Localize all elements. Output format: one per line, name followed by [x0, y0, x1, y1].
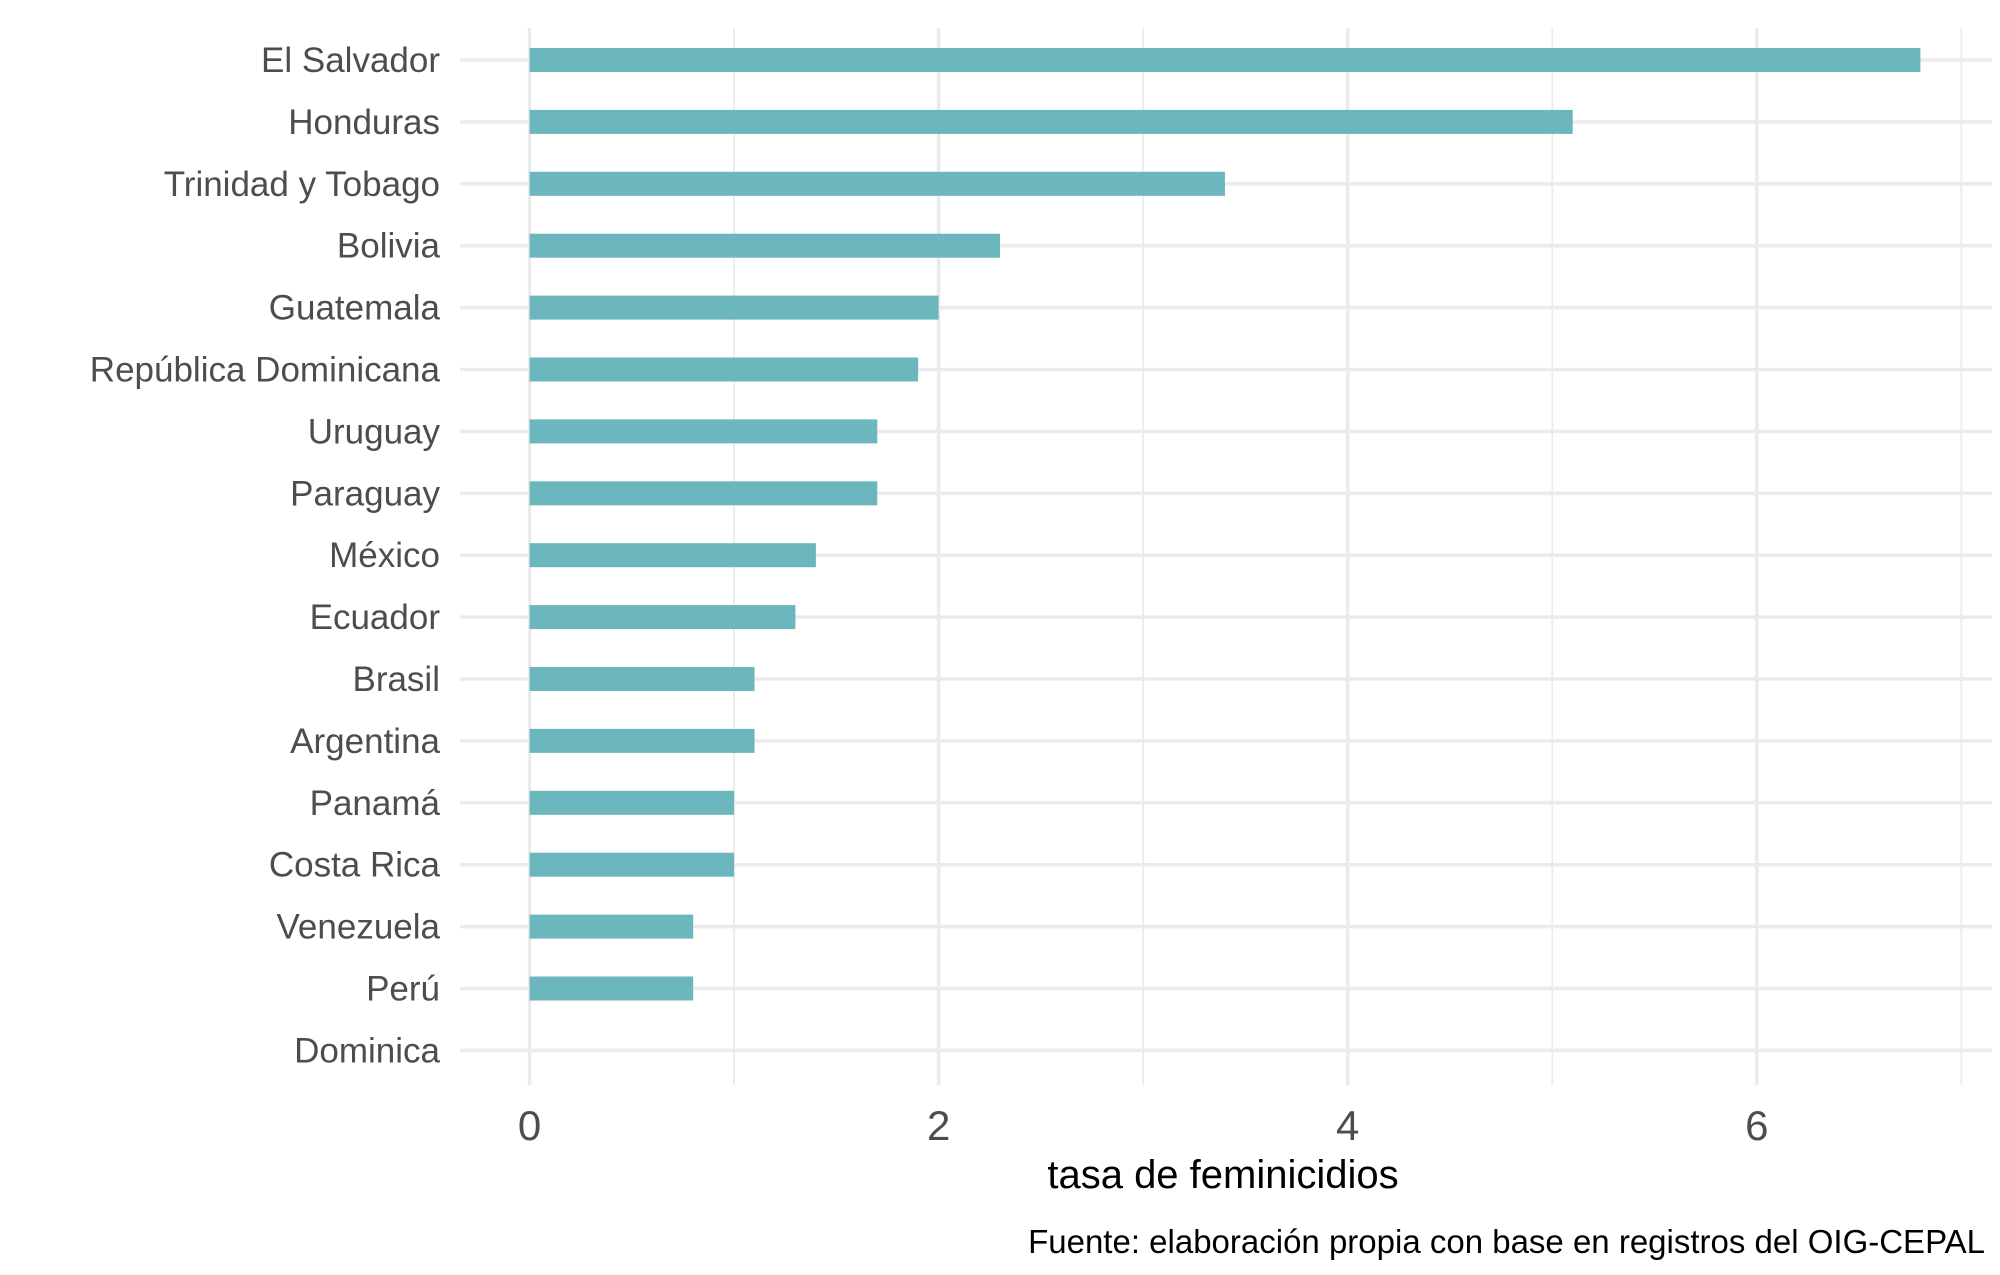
category-label: Guatemala — [269, 289, 441, 328]
category-label: México — [329, 536, 440, 575]
category-labels: El Salvador Honduras Trinidad y Tobago Boli… — [90, 41, 441, 1070]
bar — [529, 790, 735, 815]
bar — [529, 605, 796, 630]
x-tick-label: 0 — [518, 1102, 541, 1149]
x-tick-label: 6 — [1745, 1102, 1768, 1149]
category-label: República Dominicana — [90, 351, 441, 390]
bar — [529, 976, 694, 1001]
category-label: Costa Rica — [269, 846, 441, 885]
bar — [529, 171, 1225, 196]
bar — [529, 543, 816, 568]
bar — [529, 48, 1921, 72]
category-label: Trinidad y Tobago — [164, 165, 440, 204]
category-label: El Salvador — [261, 41, 440, 80]
x-tick-labels: 0 2 4 6 — [518, 1102, 1769, 1149]
x-tick-label: 4 — [1336, 1102, 1359, 1149]
category-label: Uruguay — [308, 412, 441, 451]
category-label: Venezuela — [277, 908, 441, 947]
bars — [529, 48, 1921, 1001]
bar — [529, 914, 694, 939]
bar — [529, 419, 878, 444]
bar — [529, 728, 755, 753]
category-label: Perú — [366, 970, 440, 1009]
category-label: Paraguay — [290, 474, 440, 513]
bar — [529, 357, 919, 382]
x-tick-label: 2 — [927, 1102, 950, 1149]
category-label: Bolivia — [337, 227, 441, 266]
x-axis-title: tasa de feminicidios — [1047, 1153, 1398, 1197]
bar — [529, 481, 878, 506]
bar — [529, 233, 1000, 258]
category-label: Brasil — [352, 660, 440, 699]
category-label: Honduras — [288, 103, 440, 142]
category-label: Argentina — [290, 722, 440, 761]
category-label: Ecuador — [310, 598, 441, 637]
bar — [529, 295, 939, 320]
source-caption: Fuente: elaboración propia con base en r… — [1028, 1223, 1985, 1260]
bar — [529, 109, 1573, 134]
category-label: Panamá — [310, 784, 441, 823]
bar — [529, 852, 735, 877]
bar — [529, 667, 755, 691]
category-label: Dominica — [294, 1031, 440, 1070]
